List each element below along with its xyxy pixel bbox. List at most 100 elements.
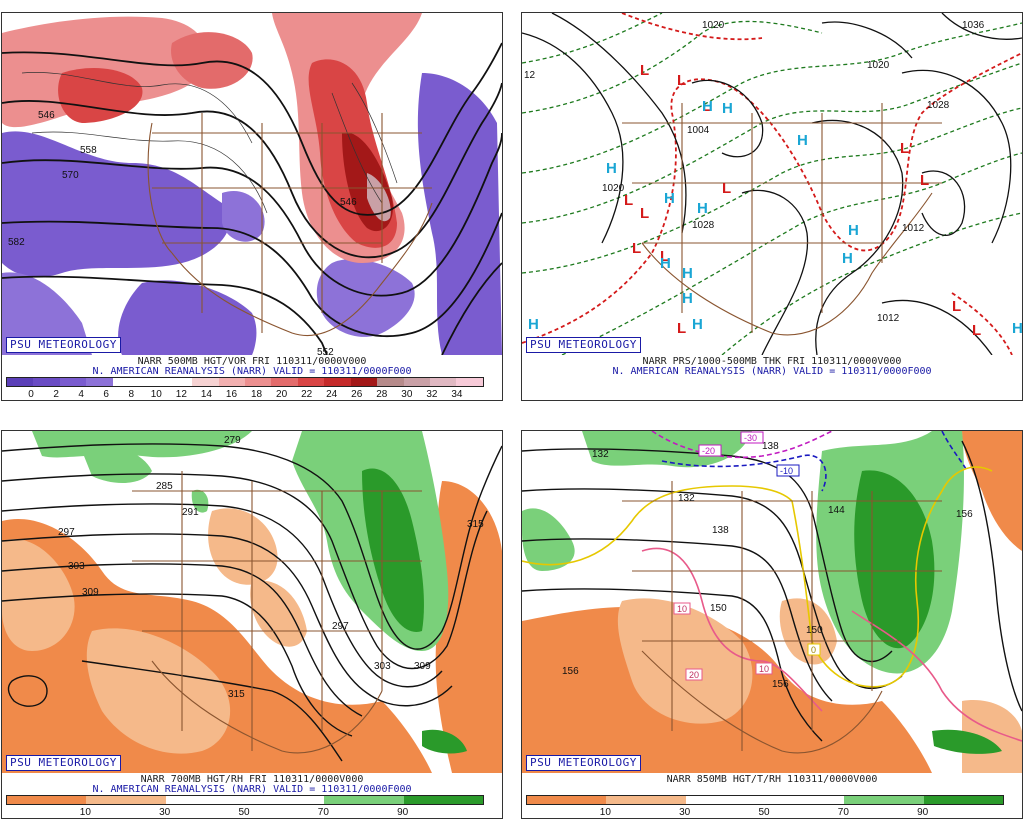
colorbar-swatch xyxy=(324,378,351,386)
colorbar-tick-label: 26 xyxy=(351,389,363,400)
contour-label: 150 xyxy=(710,603,727,614)
panel-title: NARR 850MB HGT/T/RH 110311/0000V000 xyxy=(666,774,878,785)
svg-text:H: H xyxy=(702,98,713,115)
svg-text:L: L xyxy=(900,140,909,157)
colorbar-swatch xyxy=(403,378,430,386)
colorbar-swatch xyxy=(244,378,272,386)
high-pressure-markers: HHH HHH HHH HHH HH xyxy=(528,98,1022,337)
map-850mb: 132 138 132 138 144 150 156 156 150 156 … xyxy=(522,431,1022,773)
svg-text:H: H xyxy=(682,290,693,307)
colorbar-tick-label: 18 xyxy=(250,389,263,400)
panel-700mb-rh: 279 285 291 297 303 309 315 297 303 309 … xyxy=(1,430,503,819)
svg-text:L: L xyxy=(920,172,929,189)
colorbar-tick-label: 30 xyxy=(401,389,413,400)
psu-meteorology-badge: PSU METEOROLOGY xyxy=(526,755,641,771)
contour-label: 315 xyxy=(228,689,245,700)
colorbar-swatch xyxy=(764,796,845,804)
colorbar-tick-label: 28 xyxy=(376,389,388,400)
colorbar-swatch xyxy=(685,796,765,804)
colorbar-swatch xyxy=(923,796,1003,804)
panel-subtitle: N. AMERICAN REANALYSIS (NARR) VALID = 11… xyxy=(612,366,932,377)
svg-text:H: H xyxy=(1012,320,1022,337)
colorbar-tick-label: 34 xyxy=(451,389,463,400)
contour-label: 156 xyxy=(562,666,579,677)
svg-text:L: L xyxy=(640,62,649,79)
colorbar-tick-label: 10 xyxy=(79,807,91,818)
svg-text:L: L xyxy=(640,205,649,222)
contour-label: 138 xyxy=(762,441,779,452)
contour-label: 570 xyxy=(62,170,79,181)
colorbar-swatch xyxy=(377,378,404,386)
isobar-label: 1012 xyxy=(902,223,925,234)
svg-text:H: H xyxy=(528,316,539,333)
colorbar-swatch xyxy=(165,378,193,386)
colorbar-swatch xyxy=(350,378,378,386)
colorbar-tick-label: 50 xyxy=(238,807,250,818)
colorbar-swatch xyxy=(86,378,113,386)
colorbar-tick-label: 70 xyxy=(837,807,849,818)
colorbar-swatch xyxy=(33,378,60,386)
contour-label: 546 xyxy=(38,110,55,121)
contour-label: 297 xyxy=(332,621,349,632)
colorbar-tick-label: 6 xyxy=(103,389,109,400)
colorbar-ticks: 0 2 4 6 8 10 12 14 16 18 20 22 24 26 28 30 32 34 xyxy=(6,389,484,400)
temp-label: 0 xyxy=(811,645,816,655)
contour-label: 150 xyxy=(806,625,823,636)
colorbar-rh xyxy=(526,795,1004,805)
isobar-label: 1020 xyxy=(702,20,725,31)
svg-text:H: H xyxy=(692,316,703,333)
colorbar-swatch xyxy=(244,796,325,804)
colorbar-tick-label: 10 xyxy=(599,807,611,818)
svg-text:H: H xyxy=(606,160,617,177)
temp-label: -10 xyxy=(780,466,793,476)
colorbar-swatch xyxy=(139,378,166,386)
colorbar-swatch xyxy=(271,378,298,386)
colorbar-tick-label: 32 xyxy=(426,389,438,400)
temp-label: 20 xyxy=(689,670,699,680)
contour-label: 315 xyxy=(467,519,484,530)
colorbar-swatch xyxy=(7,378,34,386)
isobar-label: 1028 xyxy=(692,220,715,231)
map-500mb: 546 558 570 582 546 552 xyxy=(2,13,502,355)
colorbar-swatch xyxy=(7,796,87,804)
colorbar-ticks: 10 30 50 70 90 xyxy=(6,807,484,818)
colorbar-tick-label: 90 xyxy=(917,807,929,818)
contour-label: 132 xyxy=(678,493,695,504)
colorbar-tick-label: 16 xyxy=(225,389,238,400)
colorbar-tick-label: 30 xyxy=(159,807,171,818)
colorbar-tick-label: 0 xyxy=(28,389,34,400)
panel-title: NARR 700MB HGT/RH FRI 110311/0000V000 xyxy=(140,774,364,785)
svg-text:H: H xyxy=(682,265,693,282)
colorbar-swatch xyxy=(59,378,87,386)
colorbar-swatch xyxy=(844,796,924,804)
colorbar-tick-label: 24 xyxy=(326,389,338,400)
svg-text:L: L xyxy=(624,192,633,209)
svg-text:H: H xyxy=(722,100,733,117)
contour-label: 303 xyxy=(374,661,391,672)
svg-text:H: H xyxy=(848,222,859,239)
colorbar-tick-label: 2 xyxy=(53,389,59,400)
svg-text:L: L xyxy=(722,180,731,197)
svg-text:L: L xyxy=(677,72,686,89)
colorbar-swatch xyxy=(430,378,457,386)
colorbar-swatch xyxy=(192,378,219,386)
panel-500mb-vorticity: 546 558 570 582 546 552 PSU METEOROLOGY … xyxy=(1,12,503,401)
contour-label: 156 xyxy=(956,509,973,520)
psu-meteorology-badge: PSU METEOROLOGY xyxy=(526,337,641,353)
contour-label: 546 xyxy=(340,197,357,208)
contour-label: 558 xyxy=(80,145,97,156)
contour-label: 552 xyxy=(317,347,334,355)
colorbar-tick-label: 4 xyxy=(78,389,84,400)
colorbar-ticks: 10 30 50 70 90 xyxy=(526,807,1004,818)
colorbar-swatch xyxy=(606,796,686,804)
contour-label: 582 xyxy=(8,237,25,248)
svg-text:L: L xyxy=(972,322,981,339)
temp-label: 10 xyxy=(759,664,769,674)
panel-pressure-thickness: 1020 1004 1020 1028 1012 1020 1028 1036 … xyxy=(521,12,1023,401)
colorbar-rh xyxy=(6,795,484,805)
colorbar-tick-label: 70 xyxy=(317,807,329,818)
map-700mb: 279 285 291 297 303 309 315 297 303 309 … xyxy=(2,431,502,773)
svg-text:H: H xyxy=(660,255,671,272)
colorbar-swatch xyxy=(165,796,245,804)
